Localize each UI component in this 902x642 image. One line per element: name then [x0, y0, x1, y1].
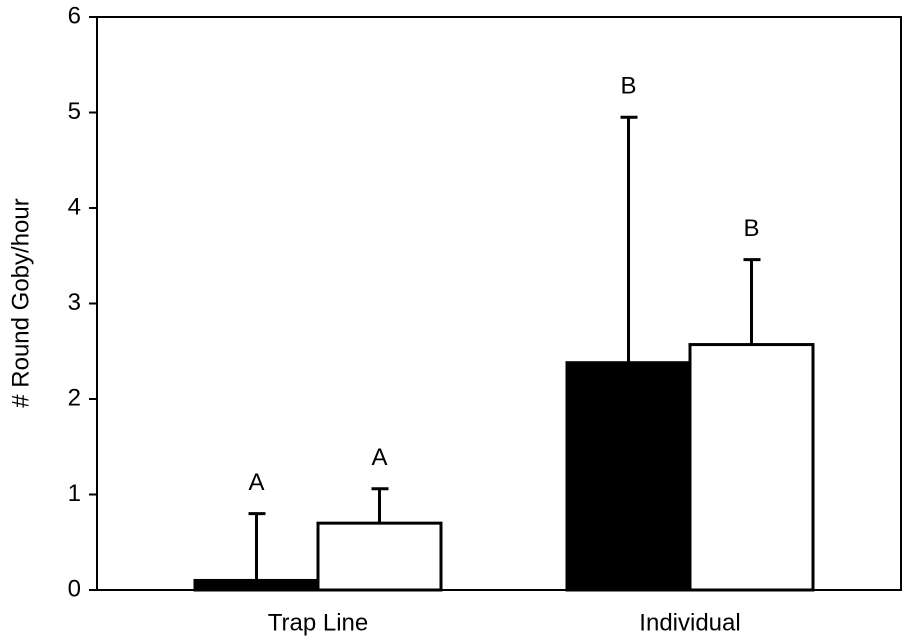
axis-frame: [96, 16, 902, 591]
error-bar: [248, 512, 266, 581]
significance-letter: A: [371, 444, 387, 471]
y-axis-label: # Round Goby/hour: [7, 198, 34, 407]
y-tick-label: 0: [68, 575, 81, 602]
error-bar: [743, 258, 761, 345]
y-tick-label: 6: [68, 2, 81, 29]
bar: [688, 343, 815, 592]
bar: [565, 361, 692, 592]
error-bar: [371, 487, 389, 524]
y-tick-label: 4: [68, 193, 81, 220]
x-tick-label: Individual: [639, 609, 740, 636]
significance-letter: A: [248, 469, 264, 496]
y-tick-label: 2: [68, 384, 81, 411]
y-tick-label: 3: [68, 289, 81, 316]
bar: [193, 578, 320, 592]
error-bar: [620, 115, 638, 363]
x-tick-label: Trap Line: [268, 609, 369, 636]
significance-letter: B: [743, 215, 759, 242]
bar: [316, 521, 443, 592]
y-tick-label: 5: [68, 98, 81, 125]
significance-letter: B: [620, 73, 636, 100]
y-tick-label: 1: [68, 480, 81, 507]
